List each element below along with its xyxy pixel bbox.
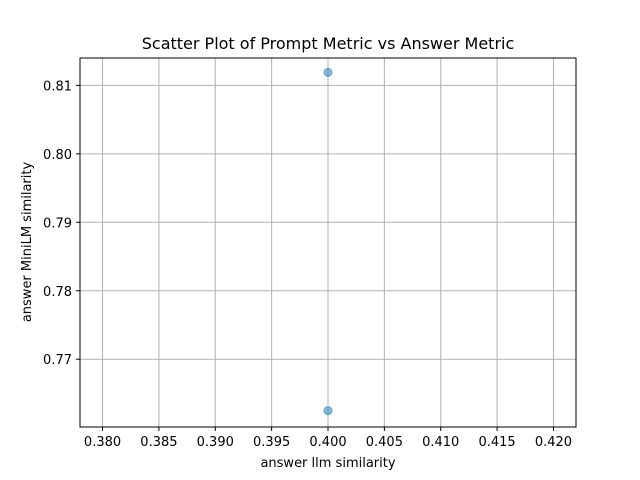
x-axis-label: answer llm similarity (260, 456, 395, 471)
y-tick-label: 0.81 (43, 79, 72, 94)
x-tick-label: 0.410 (422, 435, 459, 450)
x-tick-label: 0.405 (366, 435, 403, 450)
y-tick-label: 0.78 (43, 285, 72, 300)
scatter-point (323, 406, 333, 416)
x-tick-label: 0.385 (140, 435, 177, 450)
scatter-point (323, 67, 333, 77)
y-tick-label: 0.77 (43, 353, 72, 368)
y-tick-label: 0.79 (43, 216, 72, 231)
x-tick-label: 0.380 (84, 435, 121, 450)
x-tick-label: 0.390 (197, 435, 234, 450)
x-tick-label: 0.415 (478, 435, 515, 450)
x-axis-ticks: 0.380 0.385 0.390 0.395 0.400 0.405 0.410 0.415… (84, 427, 572, 450)
data-points (323, 67, 333, 416)
y-axis-label: answer MiniLM similarity (20, 162, 35, 323)
x-tick-label: 0.395 (253, 435, 290, 450)
y-axis-ticks: 0.77 0.78 0.79 0.80 0.81 (43, 79, 80, 368)
y-tick-label: 0.80 (43, 148, 72, 163)
grid-lines (80, 58, 576, 427)
x-tick-label: 0.420 (535, 435, 572, 450)
chart-title: Scatter Plot of Prompt Metric vs Answer … (142, 34, 515, 53)
x-tick-label: 0.400 (309, 435, 346, 450)
